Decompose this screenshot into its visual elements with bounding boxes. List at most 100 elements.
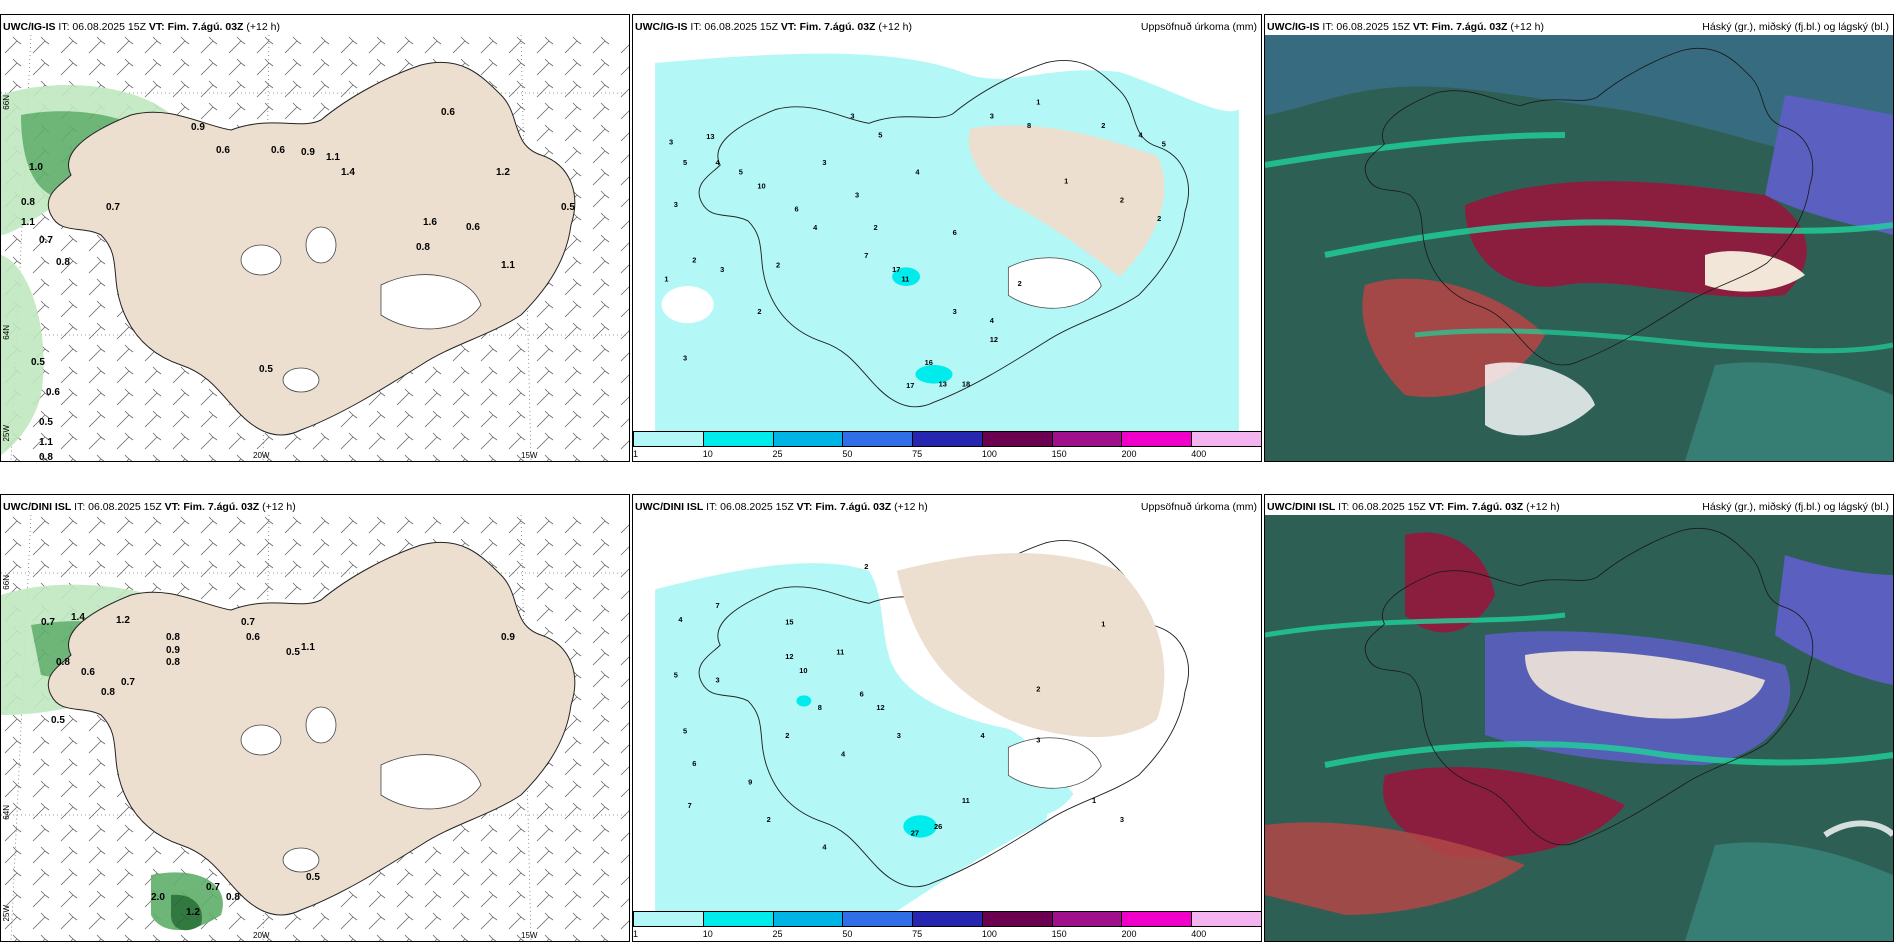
colorbar-swatch bbox=[1051, 431, 1123, 447]
cloud-map[interactable] bbox=[1265, 35, 1893, 461]
wind-map[interactable]: 0.7 1.4 1.2 0.8 0.9 0.6 0.7 1.1 0.5 0.8 … bbox=[1, 515, 629, 941]
wind-label: 0.7 bbox=[241, 617, 255, 628]
lon-label-25w: 25W bbox=[2, 425, 11, 442]
colorbar-tick-label: 10 bbox=[702, 449, 713, 459]
precip-label: 3 bbox=[850, 112, 854, 121]
precip-label: 3 bbox=[683, 353, 687, 362]
lat-label-66n: 66N bbox=[2, 95, 11, 110]
precip-label: 9 bbox=[748, 778, 752, 787]
precip-map[interactable]: 2 7 4 5 3 15 12 10 8 11 6 12 3 4 2 27 26… bbox=[633, 515, 1261, 911]
precip-label: 7 bbox=[688, 801, 692, 810]
precip-label: 5 bbox=[1162, 140, 1166, 149]
wind-label: 1.4 bbox=[341, 167, 355, 178]
colorbar-swatch bbox=[842, 431, 914, 447]
wind-label: 1.1 bbox=[39, 437, 53, 448]
wind-label: 0.9 bbox=[191, 122, 205, 133]
precip-label: 12 bbox=[990, 335, 998, 344]
precip-label: 4 bbox=[915, 167, 920, 176]
precip-label: 4 bbox=[980, 731, 985, 740]
panel-title: UWC/IG-IS IT: 06.08.2025 15Z VT: Fim. 7.… bbox=[3, 21, 280, 33]
precip-label: 26 bbox=[934, 822, 942, 831]
precip-label: 4 bbox=[678, 615, 683, 624]
colorbar-swatch bbox=[772, 431, 844, 447]
colorbar-tick-label: 75 bbox=[912, 449, 923, 459]
colorbar-tick-label: 25 bbox=[772, 929, 783, 939]
precip-label: 4 bbox=[716, 158, 721, 167]
wind-label: 0.6 bbox=[246, 632, 260, 643]
wind-label: 0.9 bbox=[501, 632, 515, 643]
wind-label: 0.5 bbox=[39, 417, 53, 428]
lon-label-15w: 15W bbox=[521, 931, 538, 940]
precip-map[interactable]: 3 13 5 4 5 3 10 2 1 3 2 4 6 3 2 11 7 17 … bbox=[633, 35, 1261, 431]
precip-label: 12 bbox=[876, 703, 884, 712]
wind-label: 0.8 bbox=[226, 892, 240, 903]
wind-label: 0.6 bbox=[441, 107, 455, 118]
wind-label: 0.7 bbox=[106, 202, 120, 213]
colorbar-tick-label: 1 bbox=[633, 449, 639, 459]
colorbar-swatch bbox=[842, 911, 914, 927]
precip-label: 3 bbox=[720, 265, 724, 274]
precip-label: 2 bbox=[692, 256, 696, 265]
lat-label-64n: 64N bbox=[2, 325, 11, 340]
precip-label: 1 bbox=[664, 274, 668, 283]
colorbar-tick-label: 25 bbox=[772, 449, 783, 459]
precip-label: 2 bbox=[1018, 279, 1022, 288]
wind-label: 0.8 bbox=[166, 632, 180, 643]
precip-label: 2 bbox=[785, 731, 789, 740]
wind-label: 0.7 bbox=[121, 677, 135, 688]
wind-label: 0.9 bbox=[166, 645, 180, 656]
wind-label: 0.8 bbox=[56, 257, 70, 268]
panel-title: UWC/DINI ISL IT: 06.08.2025 15Z VT: Fim.… bbox=[635, 501, 928, 513]
wind-label: 0.9 bbox=[301, 147, 315, 158]
panel-subtitle: Uppsöfnuð úrkoma (mm) bbox=[1140, 501, 1257, 513]
colorbar-tick-label: 200 bbox=[1121, 929, 1137, 939]
wind-label: 0.8 bbox=[21, 197, 35, 208]
precip-label: 2 bbox=[1036, 685, 1040, 694]
precip-label: 15 bbox=[785, 618, 793, 627]
precip-label: 6 bbox=[953, 228, 957, 237]
precip-label: 11 bbox=[962, 796, 970, 805]
wind-map[interactable]: 0.6 0.9 1.0 0.8 0.6 0.9 1.1 1.2 0.6 1.4 … bbox=[1, 35, 629, 461]
precip-colorbar: 1 10 25 50 75 100 150 200 400 bbox=[633, 911, 1261, 941]
colorbar-tick-label: 100 bbox=[981, 449, 997, 459]
wind-label: 0.6 bbox=[216, 145, 230, 156]
wind-label: 1.4 bbox=[71, 612, 85, 623]
precip-label: 3 bbox=[1036, 736, 1040, 745]
panel-clouds-dini: UWC/DINI ISL IT: 06.08.2025 15Z VT: Fim.… bbox=[1264, 494, 1894, 942]
panel-title: UWC/IG-IS IT: 06.08.2025 15Z VT: Fim. 7.… bbox=[635, 21, 912, 33]
iceland-outline bbox=[698, 59, 1189, 408]
precip-label: 3 bbox=[953, 307, 957, 316]
wind-label: 0.6 bbox=[81, 667, 95, 678]
colorbar-tick-label: 1 bbox=[633, 929, 639, 939]
colorbar-swatch bbox=[702, 911, 774, 927]
panel-clouds-igis: UWC/IG-IS IT: 06.08.2025 15Z VT: Fim. 7.… bbox=[1264, 14, 1894, 462]
cloud-map[interactable] bbox=[1265, 515, 1893, 941]
wind-label: 0.5 bbox=[286, 647, 300, 658]
colorbar-swatch bbox=[702, 431, 774, 447]
panel-subtitle: Uppsöfnuð úrkoma (mm) bbox=[1140, 21, 1257, 33]
wind-label: 0.5 bbox=[31, 357, 45, 368]
wind-label: 1.2 bbox=[496, 167, 510, 178]
colorbar-swatch bbox=[633, 431, 704, 447]
wind-label: 0.6 bbox=[466, 222, 480, 233]
wind-label: 2.0 bbox=[151, 892, 165, 903]
wind-label: 0.5 bbox=[259, 364, 273, 375]
wind-label: 1.2 bbox=[116, 615, 130, 626]
wind-label: 0.6 bbox=[46, 387, 60, 398]
precip-label: 4 bbox=[1138, 130, 1143, 139]
precip-label: 2 bbox=[757, 307, 761, 316]
colorbar-swatch bbox=[1191, 911, 1261, 927]
colorbar-swatch bbox=[912, 431, 983, 447]
wind-label: 1.1 bbox=[21, 217, 35, 228]
precip-label: 1 bbox=[1092, 796, 1096, 805]
wind-label: 0.5 bbox=[51, 715, 65, 726]
colorbar-tick-label: 150 bbox=[1051, 929, 1067, 939]
precip-label: 6 bbox=[860, 689, 864, 698]
precip-label: 3 bbox=[822, 158, 826, 167]
panel-precip-dini: UWC/DINI ISL IT: 06.08.2025 15Z VT: Fim.… bbox=[632, 494, 1262, 942]
precip-label: 1 bbox=[1101, 620, 1105, 629]
colorbar-swatch bbox=[1121, 911, 1193, 927]
colorbar-tick-label: 400 bbox=[1191, 449, 1207, 459]
panel-subtitle: Háský (gr.), miðský (fj.bl.) og lágský (… bbox=[1702, 21, 1889, 33]
precip-label: 3 bbox=[855, 191, 859, 200]
